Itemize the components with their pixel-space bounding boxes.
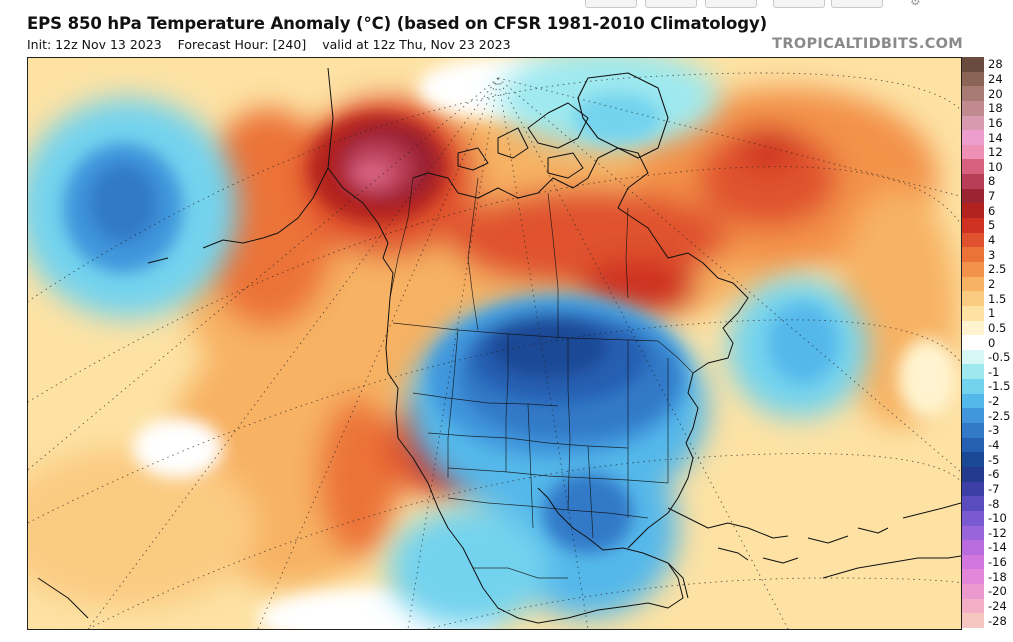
legend-label: -10: [988, 511, 1007, 526]
legend-label: -12: [988, 525, 1007, 540]
legend-label: -2: [988, 394, 1000, 409]
legend-swatch: [962, 203, 984, 219]
legend-swatch: [962, 466, 984, 483]
legend-label: 12: [988, 145, 1003, 160]
legend-label: 0: [988, 335, 996, 350]
legend-label: -5: [988, 452, 1000, 467]
forecast-hour: Forecast Hour: [240]: [177, 37, 307, 52]
gear-icon[interactable]: ⚙: [910, 0, 921, 8]
legend-label: 10: [988, 159, 1003, 174]
toolbar-button[interactable]: [773, 0, 825, 8]
legend-swatch: [962, 364, 984, 380]
legend-label: -2.5: [988, 408, 1011, 423]
legend-swatch: [962, 57, 984, 73]
legend-swatch: [962, 408, 984, 424]
legend-swatch: [962, 174, 984, 190]
warm-anomaly-field: [28, 88, 958, 608]
anomaly-map: [27, 57, 962, 630]
legend-swatch: [962, 320, 984, 336]
legend-label: -14: [988, 540, 1007, 555]
graticule: [28, 72, 961, 629]
legend-swatch: [962, 86, 984, 102]
legend-swatch: [962, 525, 984, 541]
init-time: Init: 12z Nov 13 2023: [27, 37, 162, 52]
legend-swatch: [962, 261, 984, 278]
legend-label: 14: [988, 130, 1003, 145]
legend-swatch: [962, 598, 984, 614]
color-scale-legend: 28 24 20 18 16 14 12 10 8 7 6 5 4 3 2.5 2 1.5 1 0.5 0 -0.5 -1…: [962, 57, 1013, 629]
legend-label: 0.5: [988, 320, 1007, 335]
legend-swatch: [962, 349, 984, 365]
legend-swatch: [962, 305, 984, 322]
legend-label: 16: [988, 115, 1003, 130]
legend-swatch: [962, 496, 984, 512]
legend-label: 4: [988, 233, 996, 247]
legend-label: -4: [988, 437, 1000, 452]
legend-label: 2.5: [988, 262, 1007, 277]
legend-swatch: [962, 393, 984, 409]
legend-label: 7: [988, 189, 996, 204]
legend-swatch: [962, 540, 984, 556]
legend-label: 2: [988, 276, 996, 291]
toolbar-button[interactable]: [831, 0, 883, 8]
legend-swatch: [962, 144, 984, 160]
legend-label: -0.5: [988, 350, 1011, 365]
legend-label: -3: [988, 423, 1000, 438]
site-brand[interactable]: TROPICALTIDBITS.COM: [772, 36, 963, 52]
legend-label: 18: [988, 101, 1003, 116]
legend-swatch: [962, 569, 984, 585]
coastlines: [37, 67, 961, 624]
legend-label: -18: [988, 569, 1007, 584]
legend-label: -8: [988, 496, 1000, 511]
legend-swatch: [962, 510, 984, 526]
legend-swatch: [962, 584, 984, 600]
legend-label: 6: [988, 203, 996, 218]
legend-label: 28: [988, 57, 1003, 72]
legend-swatch: [962, 291, 984, 307]
toolbar-button[interactable]: [645, 0, 697, 8]
legend-swatch: [962, 379, 984, 395]
legend-label: -7: [988, 481, 1000, 496]
political-borders: [389, 177, 694, 579]
legend-swatch: [962, 276, 984, 292]
legend-label: 5: [988, 218, 996, 233]
legend-swatch: [962, 218, 984, 234]
legend-label: -24: [988, 599, 1007, 614]
legend-swatch: [962, 115, 984, 131]
legend-swatch: [962, 554, 984, 570]
legend-label: 3: [988, 247, 996, 262]
legend-label: -20: [988, 584, 1007, 599]
legend-label: -28: [988, 613, 1007, 628]
map-subtitle: Init: 12z Nov 13 2023 Forecast Hour: [24…: [27, 37, 523, 52]
legend-label: 1: [988, 306, 996, 321]
legend-swatch: [962, 71, 984, 87]
legend-swatch: [962, 159, 984, 175]
legend-swatch: [962, 188, 984, 204]
legend-label: 1.5: [988, 291, 1007, 306]
legend-swatch: [962, 452, 984, 468]
legend-label: 24: [988, 71, 1003, 86]
legend-swatch: [962, 130, 984, 146]
toolbar-button[interactable]: [585, 0, 637, 8]
legend-label: -1.5: [988, 379, 1011, 394]
legend-swatch: [962, 613, 984, 629]
legend-swatch: [962, 335, 984, 351]
map-title: EPS 850 hPa Temperature Anomaly (°C) (ba…: [27, 14, 768, 33]
valid-time: valid at 12z Thu, Nov 23 2023: [322, 37, 511, 52]
legend-swatch: [962, 247, 984, 263]
legend-swatch: [962, 232, 984, 248]
legend-swatch: [962, 100, 984, 117]
legend-label: -1: [988, 364, 1000, 379]
legend-label: 8: [988, 174, 996, 189]
toolbar-button[interactable]: [705, 0, 757, 8]
legend-swatch: [962, 423, 984, 439]
legend-label: -6: [988, 467, 1000, 482]
legend-label: 20: [988, 86, 1003, 101]
legend-swatch: [962, 481, 984, 497]
legend-label: -16: [988, 555, 1007, 570]
legend-swatch: [962, 437, 984, 453]
